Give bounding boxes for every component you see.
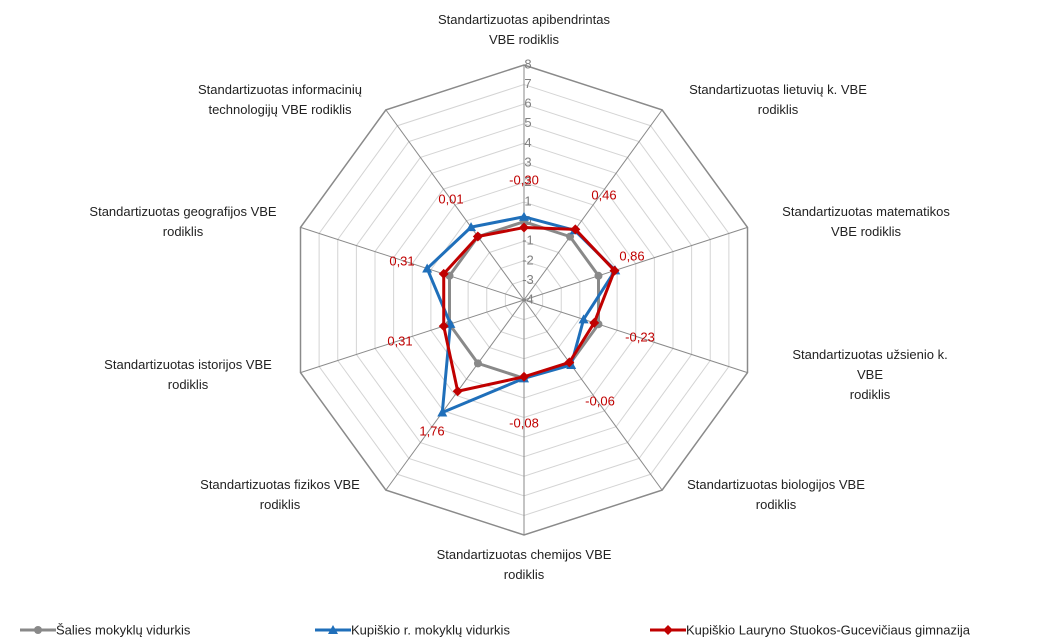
spoke [523, 226, 748, 301]
marker [519, 222, 529, 233]
r-tick-label: -4 [522, 291, 534, 306]
category-label: Standartizuotas informacinių technologij… [197, 82, 363, 117]
marker [566, 232, 575, 241]
r-tick-label: 3 [524, 154, 531, 169]
category-label: Standartizuotas matematikos VBE rodiklis [782, 204, 950, 239]
r-tick-label: 5 [524, 115, 531, 130]
spoke [523, 299, 748, 374]
marker [589, 317, 600, 328]
data-label: -0,30 [509, 172, 539, 187]
spoke [385, 109, 525, 301]
category-label: Standartizuotas užsienio k. VBE rodiklis [792, 347, 948, 402]
spoke [385, 299, 525, 491]
marker [437, 407, 448, 417]
data-label: 0,01 [438, 191, 463, 206]
r-tick-label: 4 [524, 135, 531, 150]
marker [473, 359, 482, 368]
r-tick-label: 1 [524, 194, 531, 209]
spoke [523, 109, 663, 301]
r-tick-label: 7 [524, 76, 531, 91]
marker [570, 224, 581, 235]
data-label: 1,76 [419, 423, 444, 438]
category-label: Standartizuotas chemijos VBE rodiklis [436, 547, 612, 582]
legend-marker [663, 625, 673, 635]
r-tick-label: -1 [522, 233, 534, 248]
marker [594, 271, 603, 280]
marker [519, 211, 529, 221]
marker [578, 314, 589, 324]
category-label: Standartizuotas biologijos VBE rodiklis [687, 477, 865, 512]
marker [466, 222, 477, 232]
marker [609, 265, 620, 276]
category-label: Standartizuotas geografijos VBE rodiklis [89, 204, 277, 239]
legend-label: Kupiškio r. mokyklų vidurkis [351, 622, 510, 638]
data-label: 0,31 [389, 253, 414, 268]
marker [472, 231, 483, 242]
spoke [300, 299, 525, 374]
data-label: 0,46 [591, 187, 616, 202]
marker [438, 321, 449, 332]
r-tick-label: -3 [522, 272, 534, 287]
r-tick-label: 8 [524, 56, 531, 71]
data-label: 0,31 [387, 333, 412, 348]
marker [564, 357, 575, 368]
marker [452, 386, 463, 397]
spoke [523, 299, 663, 491]
category-label: Standartizuotas apibendrintas VBE rodikl… [437, 12, 611, 47]
r-tick-label: 6 [524, 96, 531, 111]
marker [438, 268, 449, 279]
legend-label: Kupiškio Lauryno Stuokos-Gucevičiaus gim… [686, 622, 970, 638]
data-label: -0,06 [585, 393, 615, 408]
legend-marker [34, 626, 42, 634]
marker [422, 263, 433, 273]
data-label: 0,86 [619, 248, 644, 263]
category-label: Standartizuotas lietuvių k. VBE rodiklis [689, 82, 867, 117]
legend-marker [328, 625, 338, 634]
category-label: Standartizuotas istorijos VBE rodiklis [104, 357, 272, 392]
category-label: Standartizuotas fizikos VBE rodiklis [200, 477, 360, 512]
marker [519, 371, 529, 382]
data-label: -0,23 [625, 329, 655, 344]
legend-label: Šalies mokyklų vidurkis [56, 622, 191, 638]
data-label: -0,08 [509, 415, 539, 430]
r-tick-label: -2 [522, 252, 534, 267]
spoke [300, 226, 525, 301]
r-tick-label: 2 [524, 174, 531, 189]
